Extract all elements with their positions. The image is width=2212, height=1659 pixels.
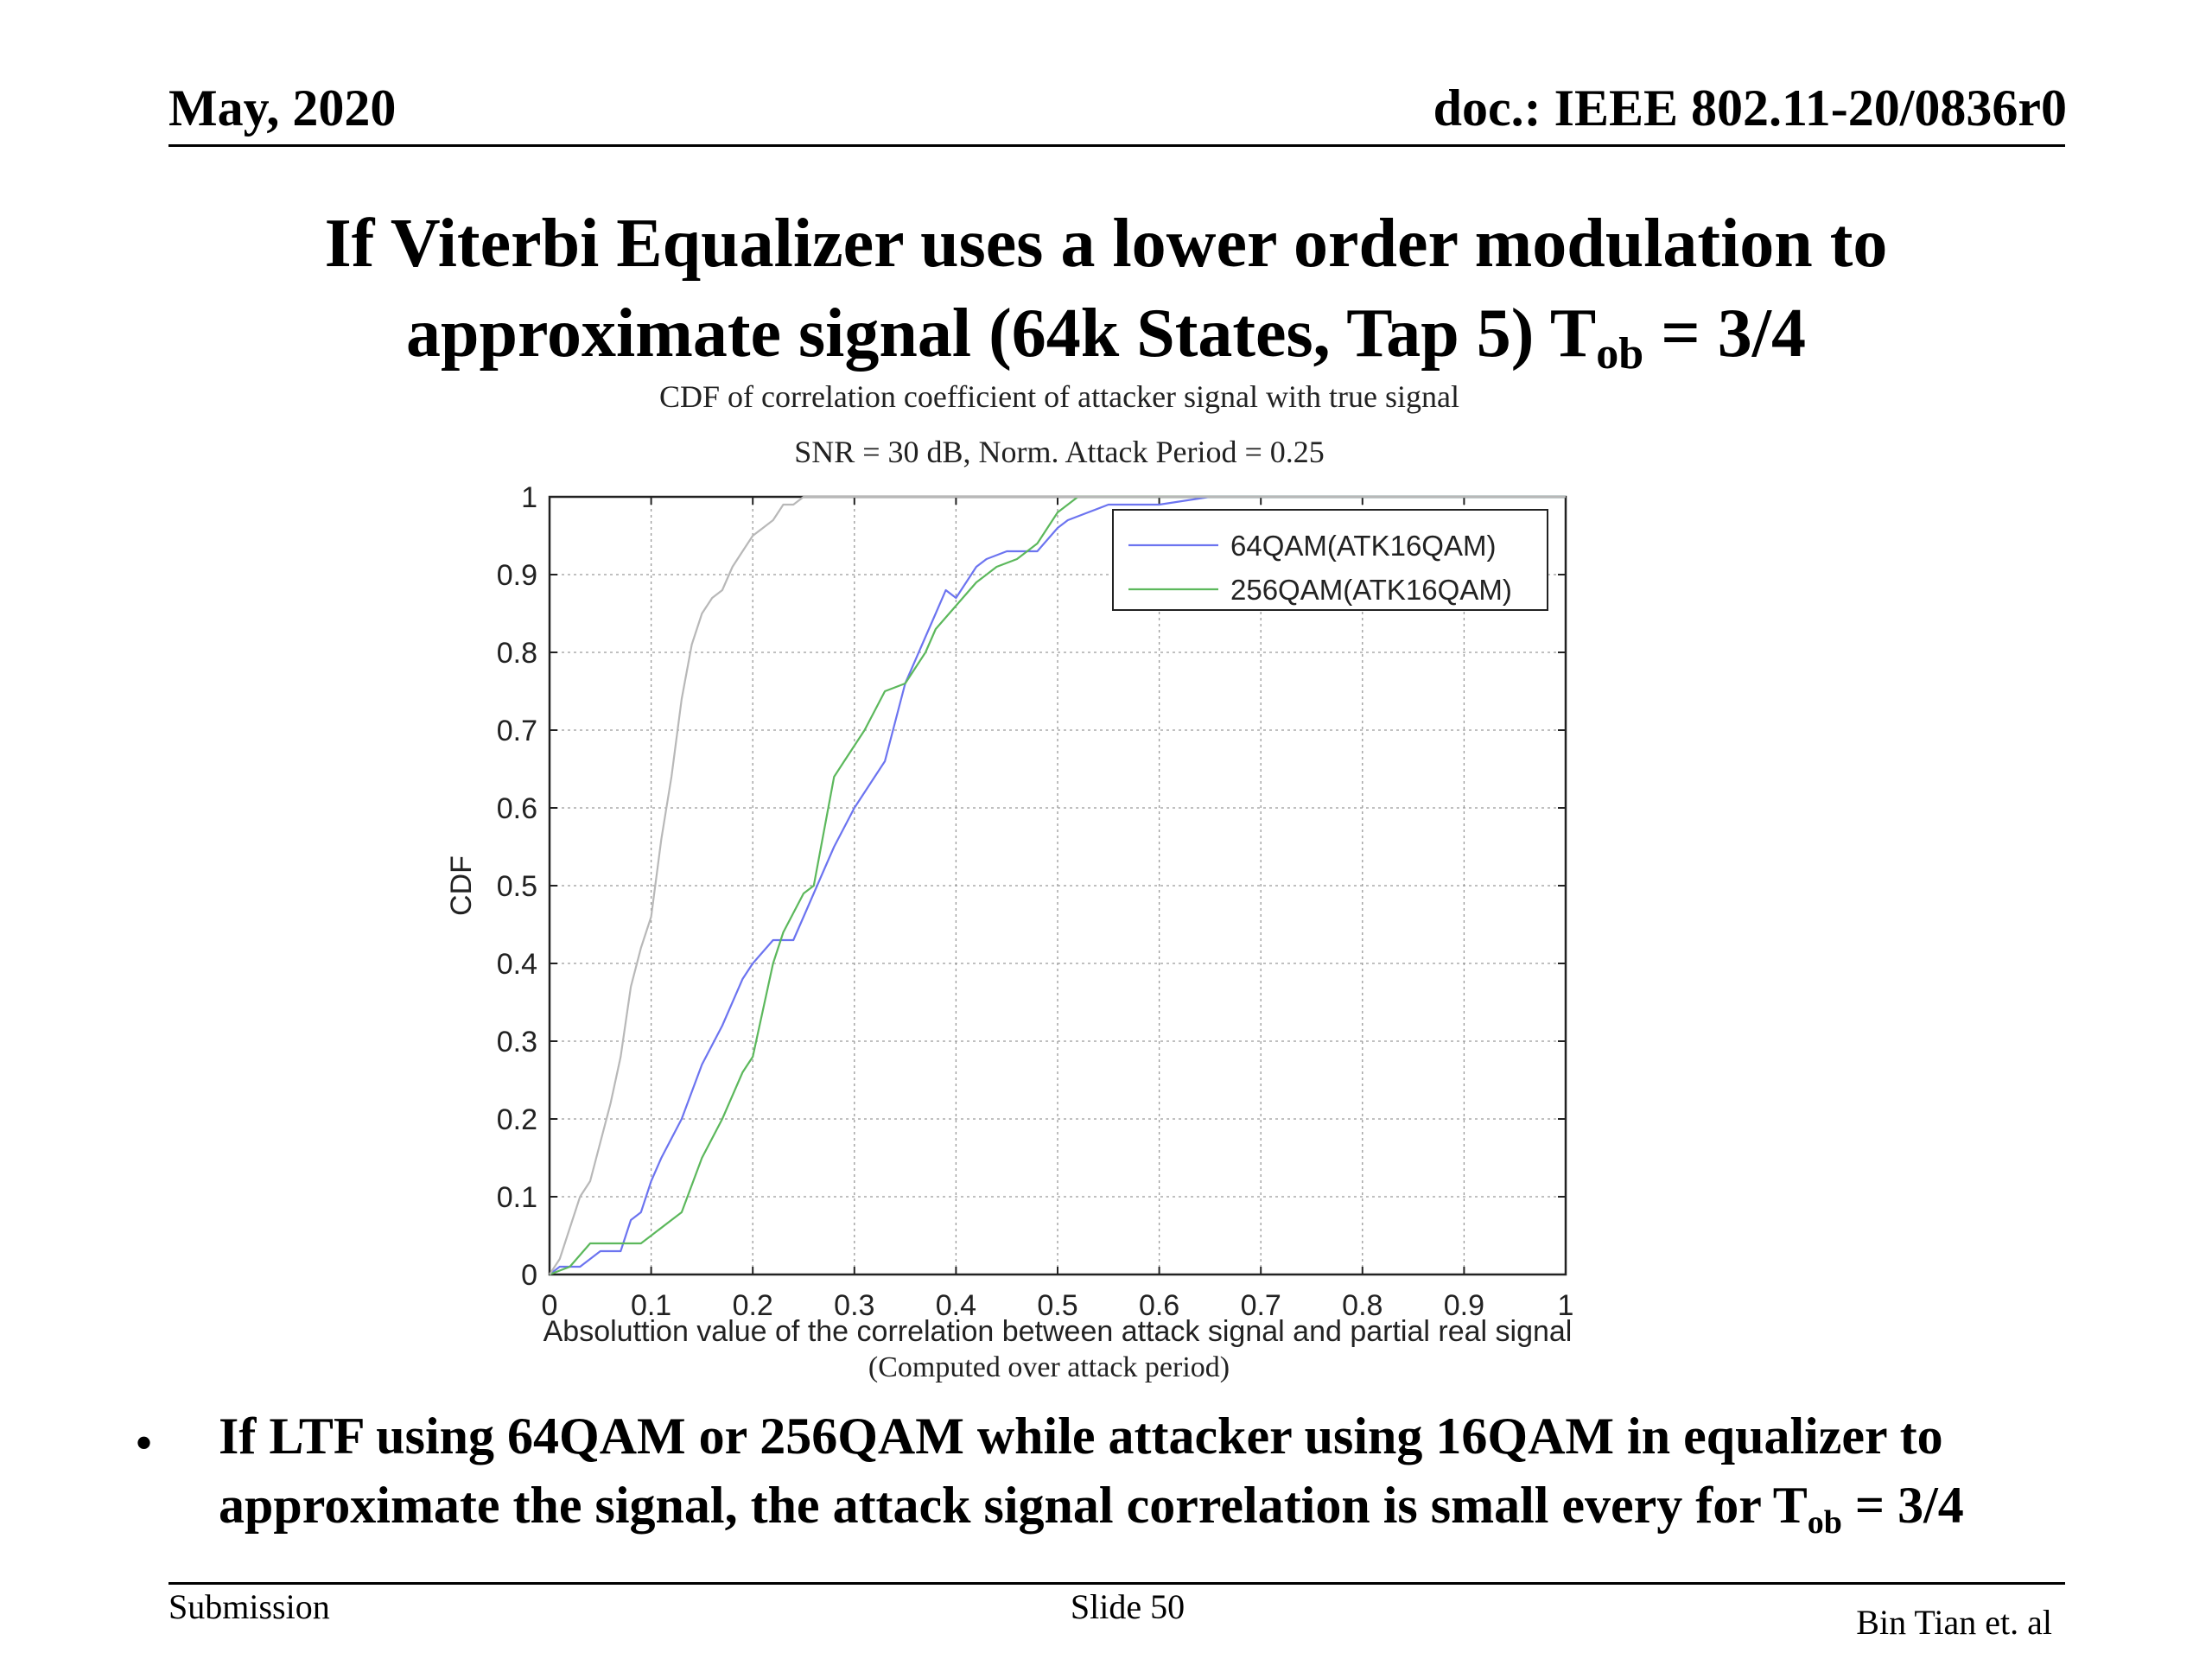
y-tick-label: 0.3 [497,1026,537,1058]
y-tick-label: 0 [521,1259,537,1292]
chart-series [549,495,1566,1276]
cdf-chart: CDF of correlation coefficient of attack… [445,379,1574,1383]
y-tick-label: 0.4 [497,948,537,981]
y-tick-label: 0.6 [497,792,537,825]
chart-ticks: 0 0.1 0.2 0.3 0.4 0.5 0.6 0.7 0.8 0.9 1 0 0.1 0.2 0.3 0… [497,481,1574,1322]
series-line-unlabeled [549,495,1566,1275]
bullet-line2-tail: = 3/4 [1841,1477,1964,1534]
x-axis-note: (Computed over attack period) [868,1351,1230,1383]
x-tick-label: 0.3 [834,1289,874,1322]
x-tick-label: 0 [542,1289,558,1322]
x-tick-label: 0.6 [1139,1289,1179,1322]
x-tick-label: 0.1 [631,1289,671,1322]
slide-title-line2: approximate signal (64k States, Tap 5) T… [0,289,2212,378]
slide-title: If Viterbi Equalizer uses a lower order … [0,199,2212,378]
x-tick-label: 0.9 [1444,1289,1484,1322]
legend-label: 64QAM(ATK16QAM) [1230,530,1496,562]
chart-gridlines [550,497,1566,1274]
footer-divider [168,1582,2065,1585]
y-tick-label: 0.5 [497,870,537,903]
x-tick-label: 0.7 [1241,1289,1281,1322]
bullet-marker: • [135,1414,154,1471]
bullet-text: If LTF using 64QAM or 256QAM while attac… [219,1402,2154,1540]
header-date: May, 2020 [168,79,397,137]
slide-title-subscript: ob [1596,329,1644,378]
chart-title-line2: SNR = 30 dB, Norm. Attack Period = 0.25 [794,435,1325,469]
bullet-line1: If LTF using 64QAM or 256QAM while attac… [219,1408,1943,1465]
series-line-256qam-atk16qam [549,495,1566,1276]
x-tick-label: 0.5 [1037,1289,1077,1322]
slide-title-line2-tail: = 3/4 [1643,296,1807,372]
y-tick-label: 0.8 [497,637,537,670]
x-tick-label: 0.8 [1342,1289,1382,1322]
y-tick-label: 0.1 [497,1181,537,1214]
chart-legend: 64QAM(ATK16QAM) 256QAM(ATK16QAM) [1112,509,1548,611]
legend-label: 256QAM(ATK16QAM) [1230,574,1512,606]
series-line-64qam-atk16qam [549,495,1566,1275]
y-axis-label: CDF [445,855,478,916]
footer-slide-number: Slide 50 [1070,1587,1185,1626]
legend-box [1112,509,1548,611]
x-axis-label: Absoluttion value of the correlation bet… [543,1315,1573,1348]
header-doc-id: doc.: IEEE 802.11-20/0836r0 [1433,79,2067,137]
header-divider [168,144,2065,147]
x-tick-label: 0.4 [936,1289,976,1322]
bullet-line2-main: approximate the signal, the attack signa… [219,1477,1808,1534]
y-tick-label: 0.2 [497,1103,537,1136]
slide-title-line2-main: approximate signal (64k States, Tap 5) T [405,296,1597,372]
footer-submission: Submission [168,1587,330,1626]
footer-authors: Bin Tian et. al [1856,1603,2052,1642]
x-tick-label: 1 [1558,1289,1574,1322]
bullet-subscript: ob [1807,1504,1842,1541]
x-tick-label: 0.2 [733,1289,773,1322]
y-tick-label: 1 [521,481,537,514]
y-tick-label: 0.7 [497,715,537,747]
chart-title-line1: CDF of correlation coefficient of attack… [659,379,1459,414]
slide-title-line1: If Viterbi Equalizer uses a lower order … [324,206,1888,282]
y-tick-label: 0.9 [497,559,537,592]
